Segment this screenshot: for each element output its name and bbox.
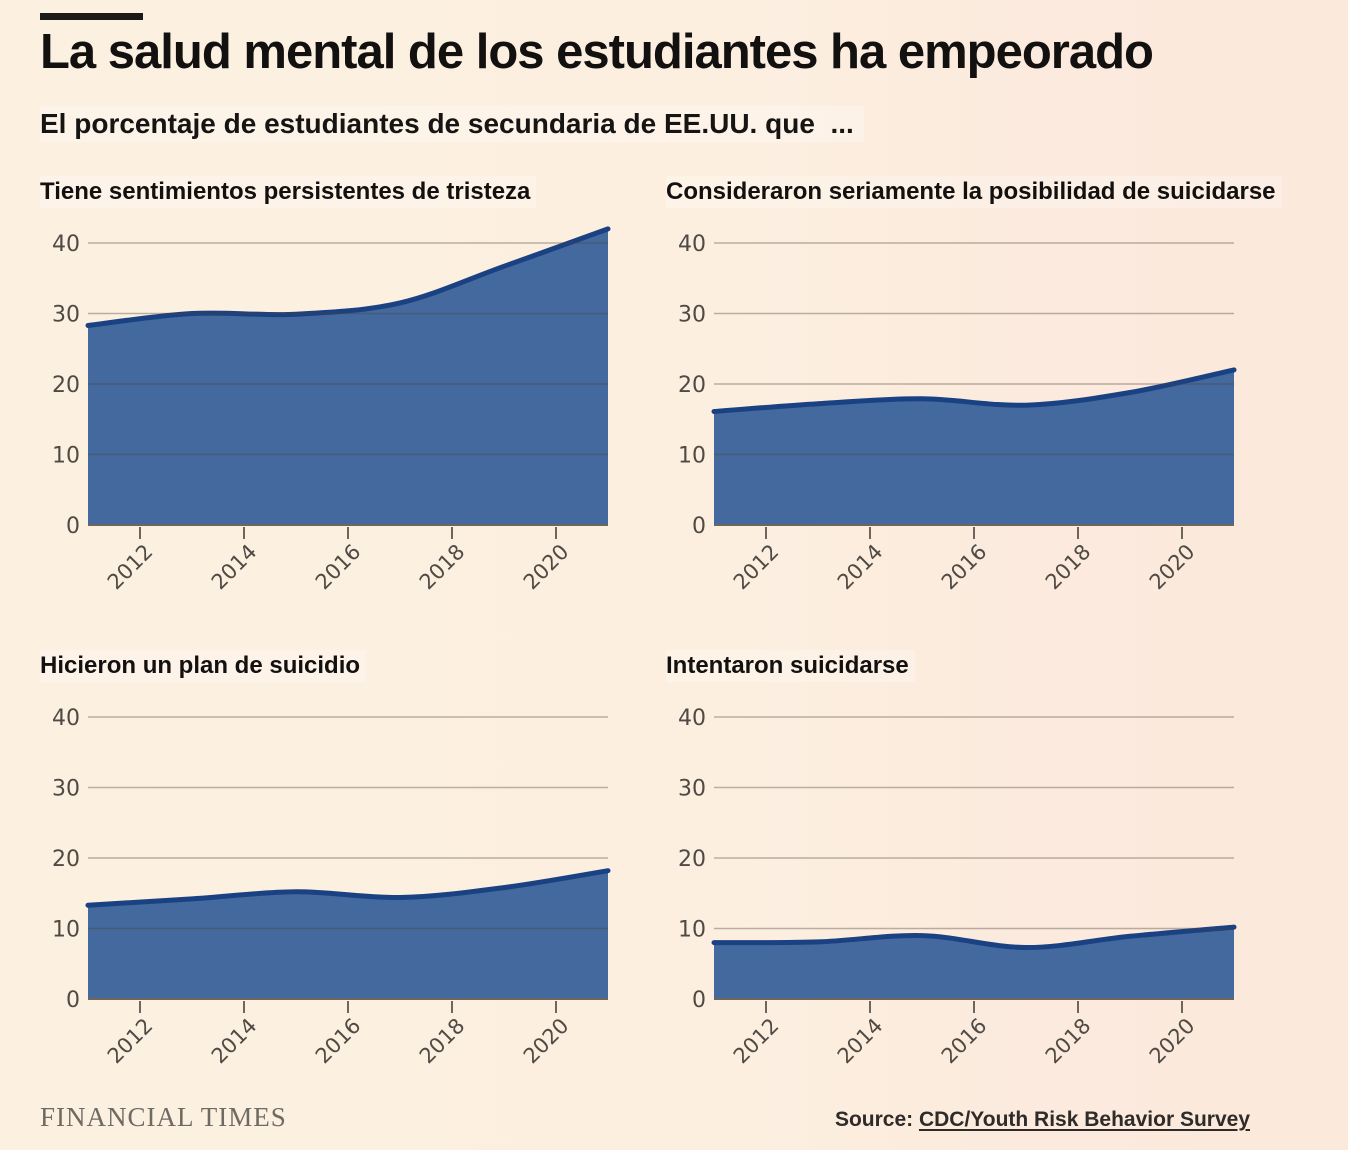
chart-title-considered-suicide: Consideraron seriamente la posibilidad d… <box>666 176 1282 208</box>
area-fill <box>714 927 1234 999</box>
y-tick-label: 10 <box>52 918 80 943</box>
x-tick-label: 2018 <box>415 540 470 595</box>
x-tick-label: 2020 <box>1145 540 1200 595</box>
page-subtitle: El porcentaje de estudiantes de secundar… <box>40 106 864 142</box>
area-fill <box>88 870 608 999</box>
source-text: Source: CDC/Youth Risk Behavior Survey <box>835 1108 1250 1132</box>
x-tick-label: 2012 <box>103 540 158 595</box>
y-tick-label: 20 <box>678 847 706 872</box>
x-tick-label: 2016 <box>937 540 992 595</box>
y-tick-label: 30 <box>52 777 80 802</box>
x-tick-label: 2020 <box>1145 1014 1200 1069</box>
area-line <box>711 924 1237 951</box>
chart-title-suicide-plan: Hicieron un plan de suicidio <box>40 650 367 682</box>
chart-title-sadness: Tiene sentimientos persistentes de trist… <box>40 176 537 208</box>
y-tick-label: 0 <box>66 514 80 539</box>
y-tick-label: 0 <box>692 514 706 539</box>
chart-section-sadness: Tiene sentimientos persistentes de trist… <box>40 176 700 604</box>
x-tick-label: 2012 <box>729 540 784 595</box>
y-tick-label: 40 <box>52 232 80 257</box>
area-fill <box>714 369 1234 525</box>
x-tick-label: 2014 <box>833 540 888 595</box>
x-tick-label: 2018 <box>1041 1014 1096 1069</box>
attempted-suicide-area-chart: 0 10 20 30 40 2012 2014 2016 2018 2020 <box>678 706 1237 1069</box>
x-tick-label: 2018 <box>415 1014 470 1069</box>
page-title: La salud mental de los estudiantes ha em… <box>40 25 1154 79</box>
ft-kicker-bar <box>40 13 143 20</box>
footer: FINANCIAL TIMES Source: CDC/Youth Risk B… <box>40 1102 1250 1133</box>
source-prefix: Source: <box>834 1108 919 1131</box>
area-fill <box>88 228 608 525</box>
ft-brand-logo: FINANCIAL TIMES <box>40 1102 287 1132</box>
x-tick-label: 2020 <box>519 1014 574 1069</box>
x-tick-label: 2016 <box>311 1014 366 1069</box>
y-tick-label: 20 <box>678 373 706 398</box>
x-tick-label: 2014 <box>207 540 262 595</box>
area-line <box>85 868 611 908</box>
y-tick-label: 30 <box>678 777 706 802</box>
x-tick-label: 2020 <box>519 540 574 595</box>
y-tick-label: 10 <box>52 444 80 469</box>
considered-suicide-area-chart: 0 10 20 30 40 2012 2014 2016 2018 2020 <box>678 232 1237 595</box>
area-line <box>85 226 611 328</box>
y-tick-label: 30 <box>52 303 80 328</box>
x-tick-label: 2012 <box>103 1014 158 1069</box>
chart-section-suicide-plan: Hicieron un plan de suicidio 0 10 20 30 40 20… <box>40 650 700 1078</box>
x-tick-label: 2016 <box>937 1014 992 1069</box>
x-tick-label: 2014 <box>833 1014 888 1069</box>
x-tick-label: 2012 <box>729 1014 784 1069</box>
y-tick-label: 40 <box>52 706 80 731</box>
y-tick-label: 20 <box>52 373 80 398</box>
x-tick-label: 2014 <box>207 1014 262 1069</box>
x-tick-label: 2018 <box>1041 540 1096 595</box>
y-tick-label: 20 <box>52 847 80 872</box>
y-tick-label: 30 <box>678 303 706 328</box>
y-tick-label: 40 <box>678 706 706 731</box>
chart-section-considered-suicide: Consideraron seriamente la posibilidad d… <box>666 176 1326 604</box>
suicide-plan-area-chart: 0 10 20 30 40 2012 2014 2016 2018 2020 <box>52 706 611 1069</box>
y-tick-label: 0 <box>66 988 80 1013</box>
x-tick-label: 2016 <box>311 540 366 595</box>
y-tick-label: 10 <box>678 444 706 469</box>
source-link[interactable]: CDC/Youth Risk Behavior Survey <box>918 1108 1250 1131</box>
chart-section-attempted-suicide: Intentaron suicidarse 0 10 20 30 40 2012 2014 2… <box>666 650 1326 1078</box>
sadness-area-chart: 0 10 20 30 40 2012 2014 2016 2018 2020 <box>52 226 611 595</box>
y-tick-label: 40 <box>678 232 706 257</box>
area-line <box>711 367 1237 414</box>
y-tick-label: 0 <box>692 988 706 1013</box>
y-tick-label: 10 <box>678 918 706 943</box>
chart-title-attempted-suicide: Intentaron suicidarse <box>666 650 915 682</box>
